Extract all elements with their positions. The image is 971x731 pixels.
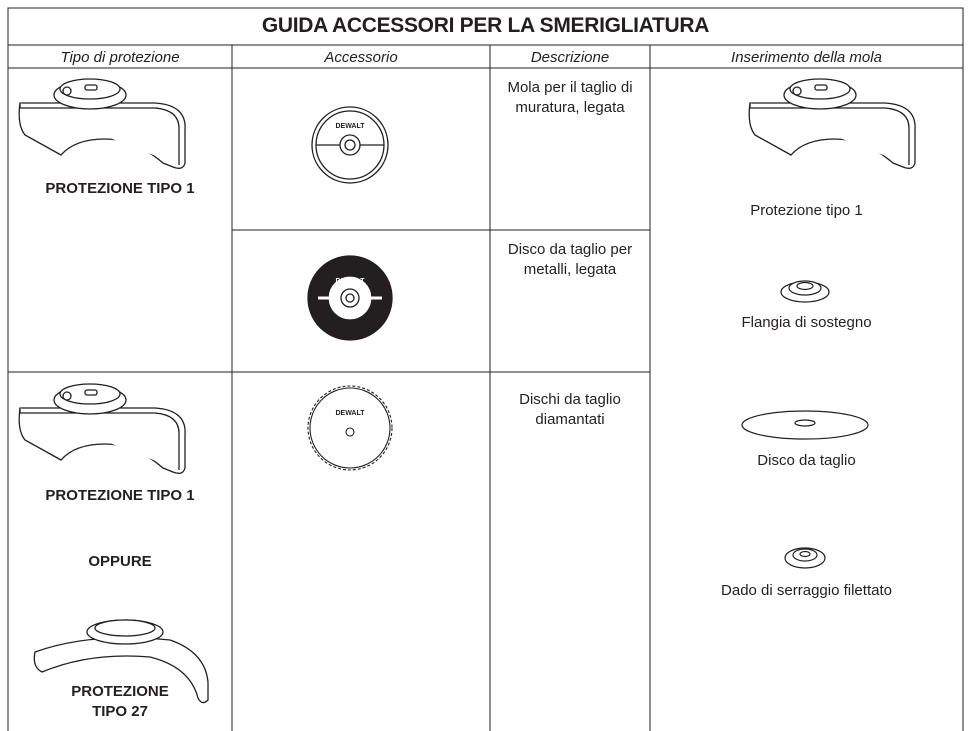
guard-illustration <box>18 78 186 169</box>
guard-label: PROTEZIONE TIPO 1 <box>45 180 195 197</box>
wheel-illustration <box>311 106 389 184</box>
brand-logo: DEWALT <box>335 278 365 285</box>
column-header: Descrizione <box>530 49 610 66</box>
column-header: Accessorio <box>324 49 398 66</box>
grid-lines <box>7 7 964 731</box>
guard-illustration <box>748 78 916 169</box>
wheel-illustration <box>307 255 393 341</box>
assembly-label: Protezione tipo 1 <box>750 202 863 219</box>
wheel-illustration <box>307 385 393 471</box>
description: Disco da taglio per metalli, legata <box>507 241 633 278</box>
guard-illustration <box>18 383 186 474</box>
flange-illustration <box>780 280 830 303</box>
assembly-label: Dado di serraggio filettato <box>721 582 892 599</box>
guard-label: OPPURE <box>88 553 152 570</box>
description: Mola per il taglio di muratura, legata <box>507 79 633 116</box>
brand-logo: DEWALT <box>335 410 365 417</box>
disc-illustration <box>741 410 869 440</box>
column-header: Inserimento della mola <box>731 49 882 66</box>
guard-label: PROTEZIONE TIPO 1 <box>45 487 195 504</box>
column-header: Tipo di protezione <box>60 49 180 66</box>
assembly-label: Disco da taglio <box>757 452 856 469</box>
guard-label: PROTEZIONE TIPO 27 <box>71 683 169 720</box>
description: Dischi da taglio diamantati <box>519 391 621 428</box>
brand-logo: DEWALT <box>335 123 365 130</box>
table-title: GUIDA ACCESSORI PER LA SMERIGLIATURA <box>261 14 710 37</box>
assembly-label: Flangia di sostegno <box>741 314 872 331</box>
nut-illustration <box>784 547 826 569</box>
